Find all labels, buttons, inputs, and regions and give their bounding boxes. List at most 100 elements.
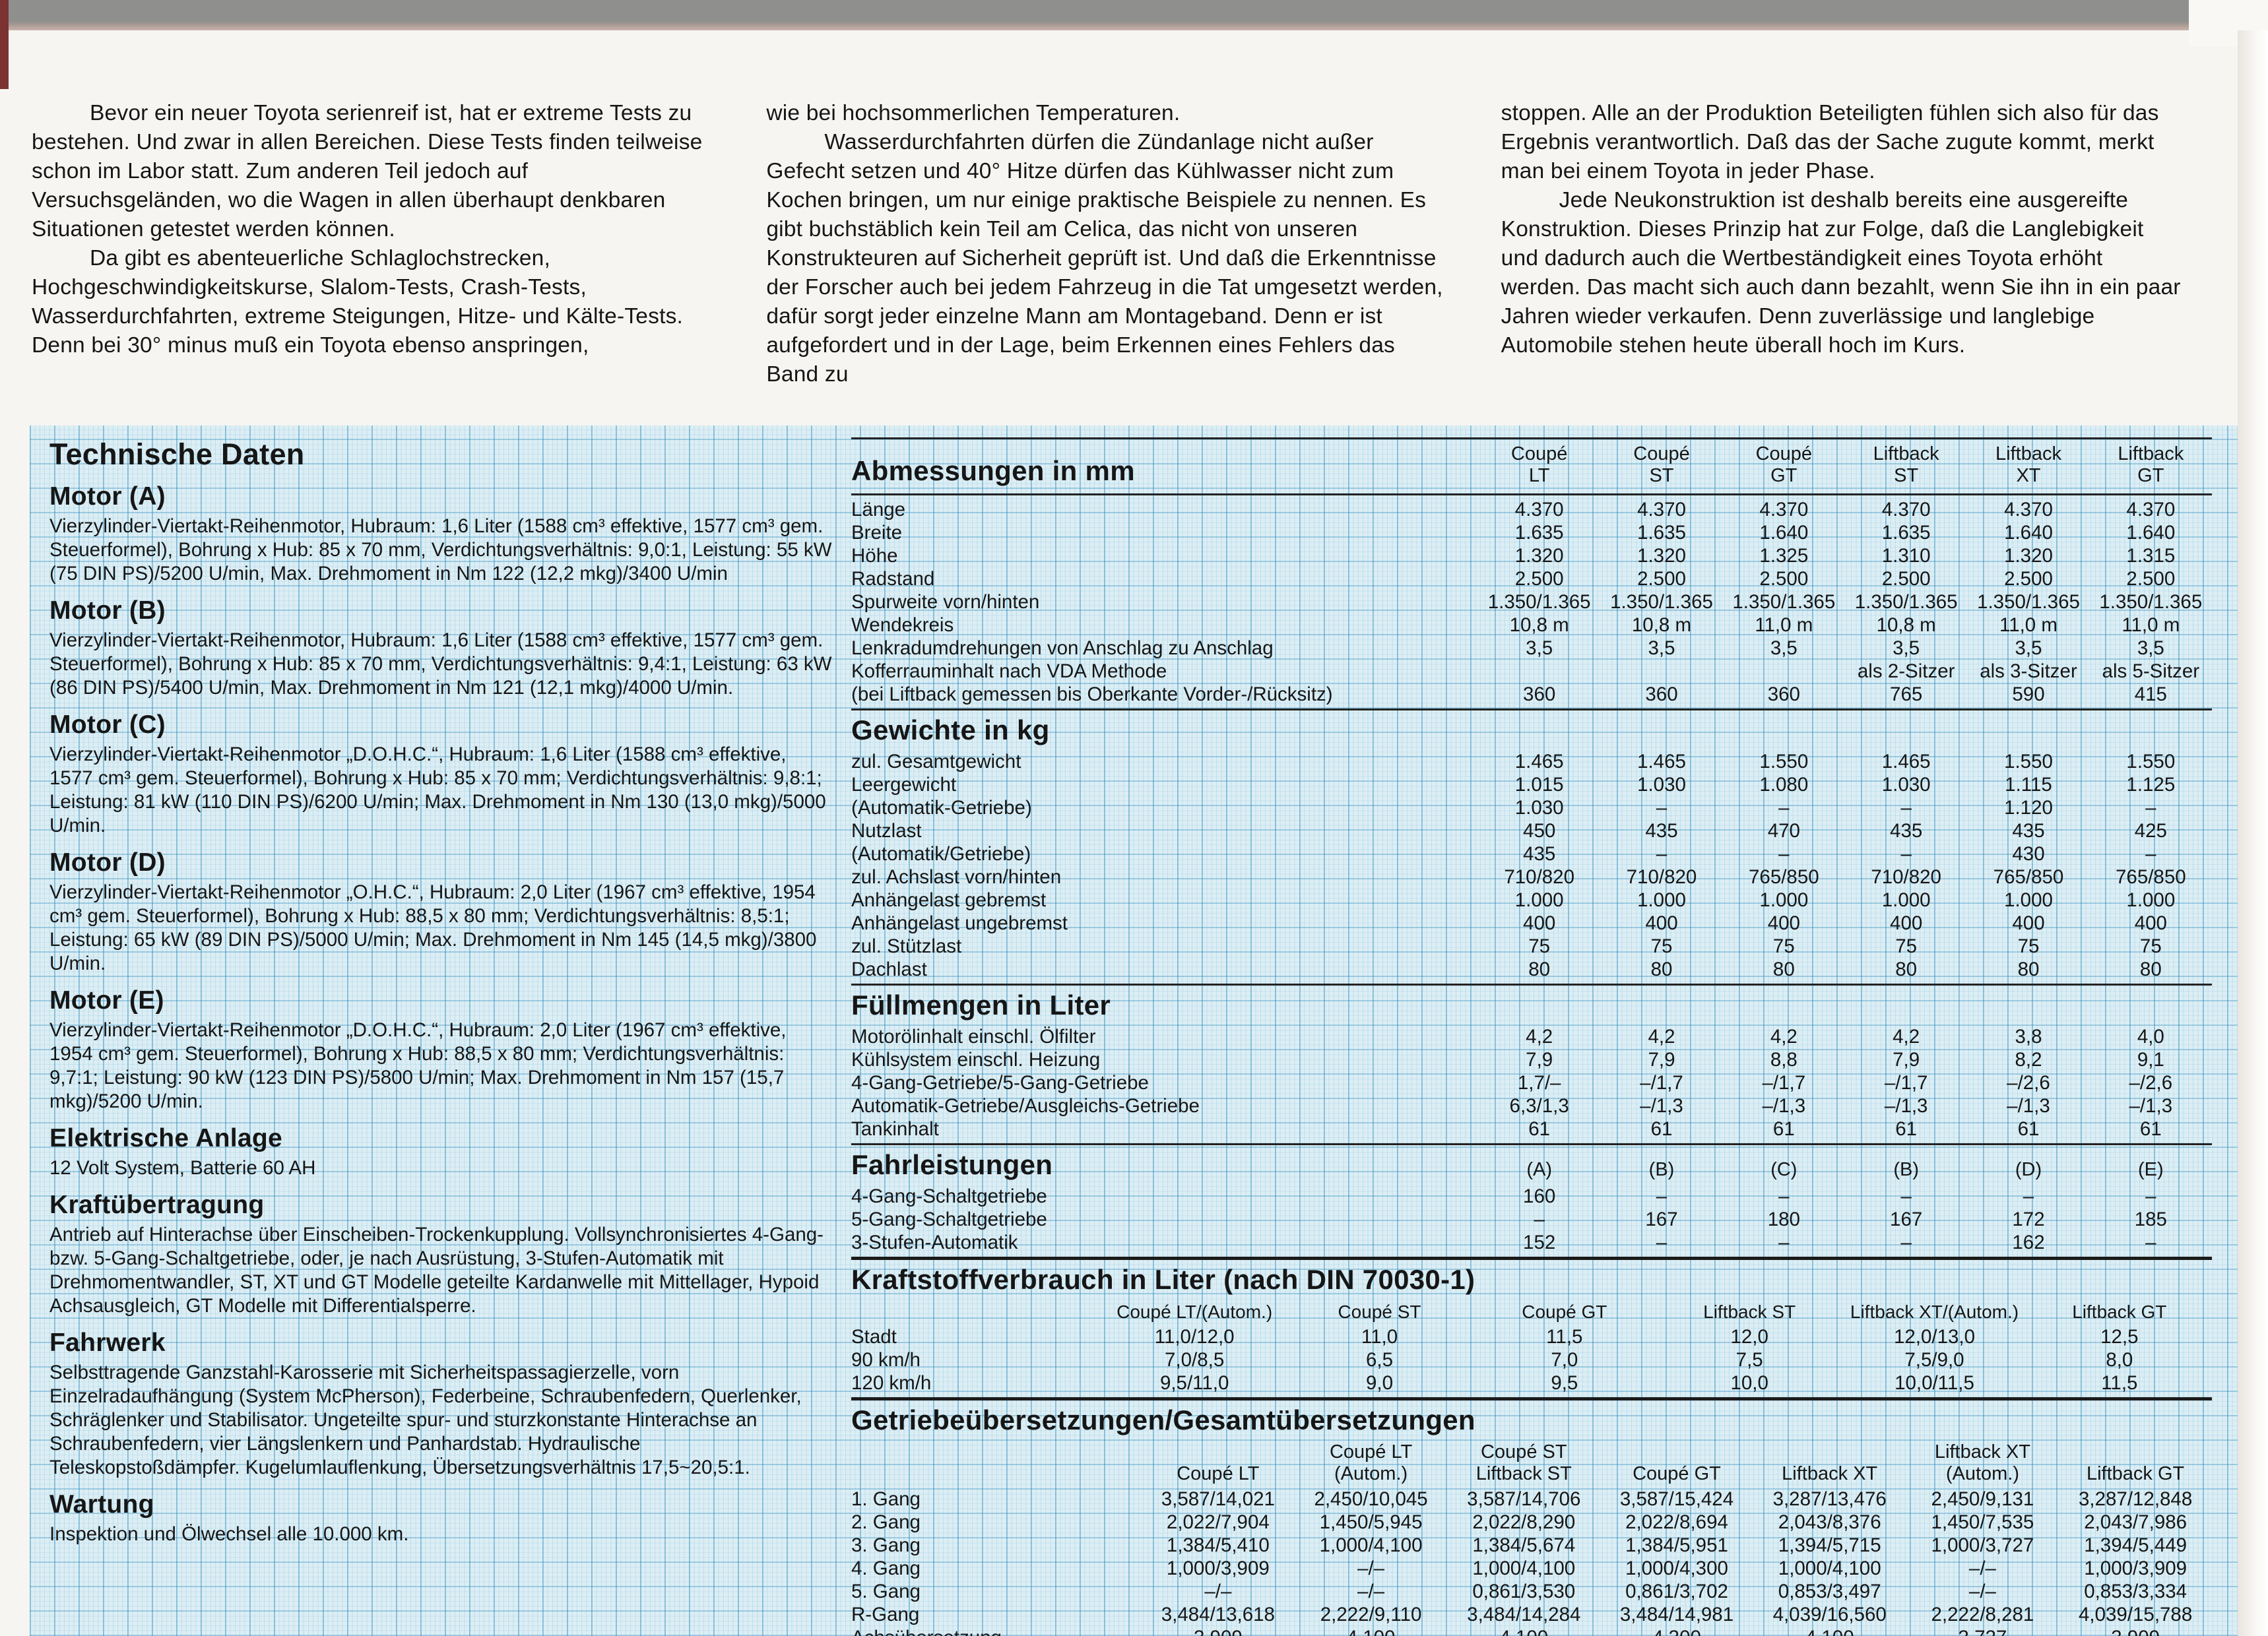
row-values: 1.030 – – – 1.120 –	[1478, 797, 2212, 819]
table-cell: 4,2	[1893, 1026, 1920, 1048]
table-cell: 590	[2012, 683, 2045, 705]
table-cell: 1.350/1.365	[2099, 591, 2203, 613]
fahrleistungen-table: Fahrleistungen (A) (B) (C) (B) (D) (E) 4-Gang…	[851, 1143, 2212, 1254]
table-cell: 61	[1772, 1118, 1795, 1140]
row-values: 9,5/11,0 9,0 9,5 10,0 10,0/11,5 11,5	[1102, 1372, 2212, 1395]
table-row: Automatik-Getriebe/Ausgleichs-Getriebe 6,…	[851, 1094, 2212, 1117]
table-cell: 765/850	[2116, 866, 2186, 888]
row-label: Lenkradumdrehungen von Anschlag zu Ansch…	[851, 637, 1274, 659]
table-cell: 1.635	[1514, 522, 1564, 544]
section-heading: Motor (D)	[49, 848, 166, 877]
table-cell: 61	[2139, 1118, 2162, 1140]
intro-column-1: Bevor ein neuer Toyota serienreif ist, h…	[32, 99, 717, 389]
table-cell: –	[1656, 797, 1668, 819]
row-values: 75 75 75 75 75 75	[1478, 935, 2212, 958]
spacer	[851, 1484, 1142, 1485]
row-values: 7,0/8,5 6,5 7,0 7,5 7,5/9,0 8,0	[1102, 1349, 2212, 1371]
table-cell: 4,100	[1447, 1627, 1600, 1636]
table-cell: 1.350/1.365	[1854, 591, 1958, 613]
table-cell: 1.550	[1759, 751, 1809, 772]
table-cell: 1,000/4,100	[1472, 1557, 1576, 1579]
table-cell: –/1,7	[1762, 1072, 1806, 1094]
table-cell: 1,000/4,300	[1625, 1557, 1728, 1579]
row-label: Länge	[851, 499, 906, 520]
row-values: 1,7/– –/1,7 –/1,7 –/1,7 –/2,6 –/2,6	[1478, 1072, 2212, 1094]
table-cell: 8,2	[2015, 1049, 2042, 1071]
column-header: Liftback XT	[1995, 443, 2061, 486]
row-label: Breite	[851, 522, 903, 544]
intro-column-3: stoppen. Alle an der Produktion Beteilig…	[1501, 99, 2186, 389]
table-cell: 3,484/14,284	[1467, 1604, 1581, 1625]
column-header: Liftback XT (Autom.)	[1934, 1441, 2030, 1484]
column-headers: Coupé LT/(Autom.) Coupé ST Coupé GT Liftbac…	[1102, 1301, 2212, 1323]
column-header: Coupé ST	[1633, 443, 1690, 486]
table-row: Kofferrauminhalt nach VDA Methode als 2-S…	[851, 660, 2212, 683]
table-cell: 1.320	[1514, 545, 1564, 567]
table-cell: 1.350/1.365	[1732, 591, 1836, 613]
table-cell: 1.640	[2126, 522, 2176, 544]
divider	[851, 437, 2212, 439]
row-values: 710/820 710/820 765/850 710/820 765/850 765/8…	[1478, 866, 2212, 889]
row-label: Motorölinhalt einschl. Ölfilter	[851, 1026, 1096, 1048]
table-cell: 7,5/9,0	[1904, 1349, 1964, 1371]
section-title: Kraftstoffverbrauch in Liter (nach DIN 7…	[851, 1264, 1475, 1295]
table-row: Länge 4.370 4.370 4.370 4.370 4.370 4.370	[851, 498, 2212, 521]
paragraph: Bevor ein neuer Toyota serienreif ist, h…	[32, 101, 703, 241]
table-cell: 9,1	[2137, 1049, 2164, 1071]
table-cell: 3,727	[1906, 1627, 2059, 1636]
table-cell: 162	[2012, 1232, 2045, 1253]
table-cell: 61	[1650, 1118, 1673, 1140]
column-header: Liftback GT	[2086, 1463, 2185, 1484]
table-cell: 3,5	[1648, 637, 1675, 659]
table-cell: –	[1778, 797, 1790, 819]
table-row: 4-Gang-Schaltgetriebe 160 – – – – –	[851, 1185, 2212, 1208]
table-cell: 8,0	[2106, 1349, 2133, 1371]
table-cell: 1.015	[1514, 774, 1564, 796]
table-cell: 4.370	[2126, 499, 2176, 520]
table-cell: –/2,6	[2007, 1072, 2050, 1094]
table-cell: 80	[1895, 959, 1918, 980]
table-cell: –	[2023, 1185, 2034, 1207]
row-values: 3,484/13,618 2,222/9,110 3,484/14,284 3,484…	[1142, 1604, 2212, 1626]
table-cell: 75	[1528, 935, 1551, 957]
column-header: Liftback ST	[1703, 1302, 1796, 1322]
table-cell: 1.115	[2005, 774, 2052, 796]
table-cell: 180	[1767, 1209, 1800, 1230]
table-cell: 11,0 m	[2122, 614, 2180, 636]
table-cell: 425	[2134, 820, 2167, 842]
table-cell: 765	[1890, 683, 1923, 705]
paragraph: stoppen. Alle an der Produktion Beteilig…	[1501, 101, 2159, 183]
fahrleistungen-header: Fahrleistungen (A) (B) (C) (B) (D) (E)	[851, 1148, 2212, 1185]
table-cell: –/1,3	[2129, 1095, 2173, 1117]
table-cell: 7,0/8,5	[1165, 1349, 1225, 1371]
table-cell: 2.500	[1637, 568, 1686, 590]
section-title: Füllmengen in Liter	[851, 990, 1111, 1021]
column-header: (E)	[2137, 1159, 2164, 1180]
intro-column-2: wie bei hochsommerlichen Temperaturen. W…	[766, 99, 1451, 389]
table-cell: 1.465	[1514, 751, 1564, 772]
fuellmengen-header: Füllmengen in Liter	[851, 988, 2212, 1025]
column-header: (B)	[1893, 1159, 1919, 1180]
table-cell: 1.125	[2126, 774, 2176, 796]
table-cell: 1.080	[1759, 774, 1809, 796]
row-values: 4.370 4.370 4.370 4.370 4.370 4.370	[1478, 499, 2212, 521]
row-label: 3-Stufen-Automatik	[851, 1232, 1018, 1253]
table-cell: 435	[1645, 820, 1678, 842]
table-cell: 75	[1772, 935, 1795, 957]
section-heading: Elektrische Anlage	[49, 1124, 282, 1152]
table-cell: –	[1900, 1185, 1912, 1207]
table-cell: als 2-Sitzer	[1857, 660, 1955, 682]
table-cell: 2,043/8,376	[1778, 1511, 1881, 1533]
getriebe-column-row: Coupé LT Coupé LT (Autom.) Coupé ST Liftback…	[851, 1440, 2212, 1488]
row-label: Höhe	[851, 545, 898, 567]
table-cell: 2,022/8,290	[1472, 1511, 1576, 1533]
section-heading: Motor (A)	[49, 482, 166, 511]
table-cell: 400	[2134, 912, 2167, 934]
row-values: 152 – – – 162 –	[1478, 1232, 2212, 1254]
table-cell: 6,3/1,3	[1509, 1095, 1569, 1117]
row-values: 1,384/5,410 1,000/4,100 1,384/5,674 1,384/5…	[1142, 1534, 2212, 1557]
table-cell: 75	[1650, 935, 1673, 957]
table-cell: 75	[2017, 935, 2040, 957]
table-cell: 11,5	[2101, 1372, 2138, 1394]
row-values: 160 – – – – –	[1478, 1185, 2212, 1208]
